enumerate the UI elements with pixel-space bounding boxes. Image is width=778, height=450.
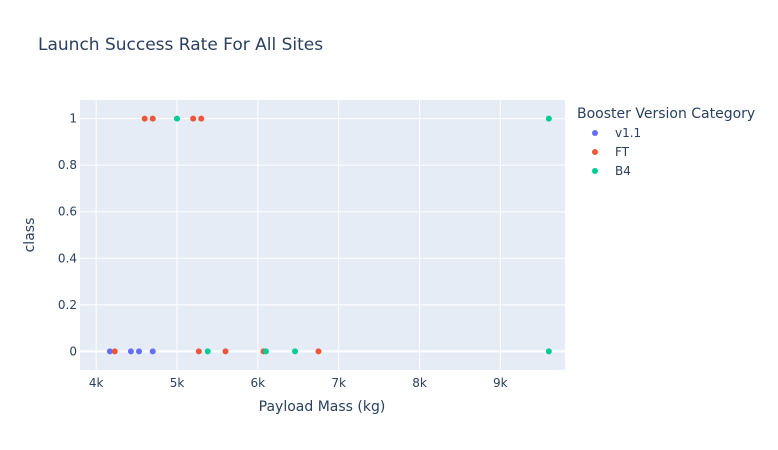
y-tick-label: 0 — [69, 344, 77, 358]
x-tick-label: 4k — [89, 376, 104, 390]
x-tick-label: 5k — [170, 376, 185, 390]
data-points — [106, 115, 552, 355]
data-point-ft — [111, 348, 118, 355]
data-point-b4 — [174, 115, 180, 122]
data-point-ft — [190, 115, 197, 122]
data-point-ft — [195, 348, 202, 355]
y-tick-label: 0.6 — [58, 205, 77, 219]
data-point-ft — [149, 115, 156, 122]
x-tick-label: 7k — [331, 376, 346, 390]
x-axis-title: Payload Mass (kg) — [259, 399, 386, 415]
y-tick-label: 0.2 — [58, 298, 77, 312]
data-point-b4 — [545, 115, 552, 122]
legend-title: Booster Version Category — [577, 106, 755, 122]
x-tick-label: 6k — [251, 376, 266, 390]
legend-items: v1.1 FT B4 — [592, 126, 641, 178]
legend: Booster Version Category v1.1 FT B4 — [577, 106, 755, 178]
data-point-v1-1 — [106, 348, 113, 355]
data-point-b4 — [262, 348, 269, 355]
data-point-b4 — [545, 348, 552, 355]
y-tick-label: 0.8 — [58, 158, 77, 172]
data-point-v1-1 — [149, 348, 156, 355]
x-tick-label: 8k — [412, 376, 427, 390]
x-axis-ticks: 4k 5k 6k 7k 8k 9k — [89, 376, 508, 390]
plot-area — [80, 100, 565, 370]
y-tick-label: 1 — [69, 112, 77, 126]
x-tick-label: 9k — [493, 376, 508, 390]
chart-title: Launch Success Rate For All Sites — [38, 35, 323, 55]
data-point-v1-1 — [136, 348, 143, 355]
legend-marker — [592, 130, 598, 136]
data-point-ft — [315, 348, 322, 355]
y-tick-label: 0.4 — [58, 251, 77, 265]
data-point-ft — [198, 115, 205, 122]
legend-label: B4 — [615, 164, 631, 178]
y-axis-ticks: 0 0.2 0.4 0.6 0.8 1 — [58, 112, 77, 359]
data-point-b4 — [204, 348, 211, 355]
legend-marker — [592, 149, 598, 155]
data-point-v1-1 — [127, 348, 134, 355]
legend-label: FT — [615, 145, 630, 159]
legend-marker — [592, 168, 598, 174]
legend-label: v1.1 — [615, 126, 641, 140]
data-point-ft — [222, 348, 229, 355]
data-point-b4 — [292, 348, 299, 355]
y-axis-title: class — [22, 218, 38, 253]
grid-lines — [80, 100, 565, 370]
data-point-ft — [141, 115, 148, 122]
